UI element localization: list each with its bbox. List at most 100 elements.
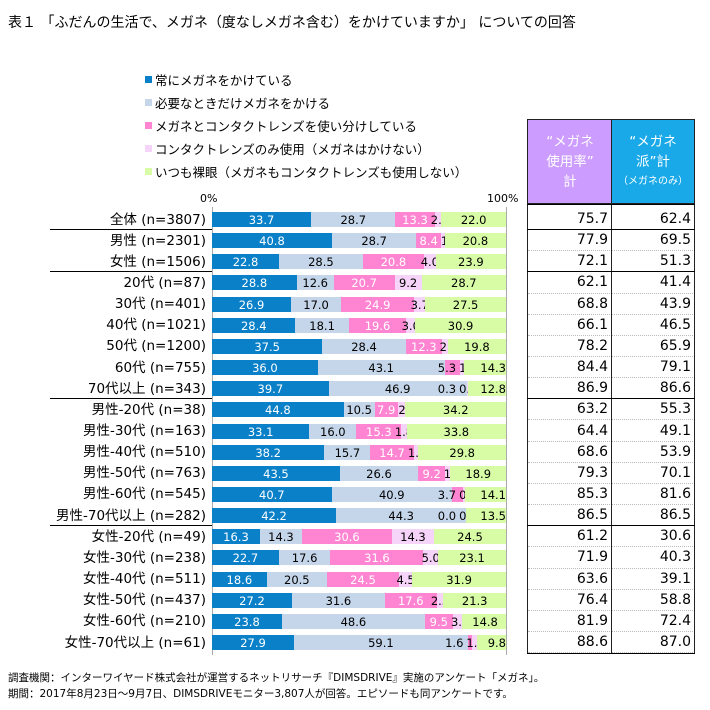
cell-usage-total: 76.4 [528, 590, 612, 611]
bar-segment [394, 275, 422, 291]
bar-value-label: 48.6 [340, 614, 367, 629]
cell-usage-total: 71.9 [528, 547, 612, 569]
bar-value-label: 10.5 [346, 403, 372, 418]
row-label: 70代以上 (n=343) [87, 380, 206, 397]
bar-value-label: 15.7 [334, 445, 361, 460]
bar-segment [433, 529, 506, 545]
cell-usage-total: 86.9 [528, 378, 612, 400]
bar-segment [295, 317, 349, 333]
bar-segment [291, 592, 385, 608]
row-label: 全体 (n=3807) [109, 211, 206, 228]
cell-usage-total: 66.1 [528, 315, 612, 336]
row-label: 男性-40代 (n=510) [82, 444, 206, 461]
bar-segment [330, 550, 424, 566]
group-separator [50, 271, 212, 273]
bar-segment [317, 360, 445, 376]
bar-segment [212, 233, 332, 249]
bar-segment [421, 275, 506, 291]
bar-value-label: 24.5 [350, 572, 376, 587]
bar-segment [418, 465, 446, 481]
bar-segment [405, 402, 506, 418]
axis-line-100 [506, 207, 507, 655]
bar-value-label: 3.7 [437, 487, 457, 502]
bar-value-label: 18.6 [226, 572, 253, 587]
header-usage-total-line: 使用率” [546, 153, 594, 170]
cell-glasses-only: 46.5 [612, 315, 695, 336]
bar-value-label: 20.7 [351, 276, 377, 291]
bar-value-label: 16.3 [223, 530, 249, 545]
bar-segment [331, 233, 417, 249]
bar-segment [413, 444, 419, 460]
bar-segment [212, 444, 325, 460]
cell-glasses-only: 40.3 [612, 547, 695, 569]
bar-value-label: 40.9 [378, 487, 405, 502]
bar-segment [212, 423, 310, 439]
bar-value-label: 26.6 [366, 466, 392, 481]
bar-segment [324, 444, 371, 460]
bar-segment [441, 233, 445, 249]
bar-value-label: 59.1 [368, 636, 394, 650]
cell-glasses-only: 58.8 [612, 590, 695, 611]
bar-segment [291, 296, 342, 312]
bar-segment [415, 317, 506, 333]
bar-value-label: 26.9 [238, 297, 265, 312]
header-glasses-only-line: 派”計 [636, 153, 670, 170]
bar-segment [301, 529, 392, 545]
bar-segment [212, 635, 295, 650]
bar-segment [467, 381, 469, 397]
bar-value-label: 14.8 [472, 614, 498, 629]
bar-value-label: 20.8 [380, 255, 407, 270]
bar-segment [398, 571, 413, 587]
bar-value-label: 33.7 [248, 213, 275, 227]
bar-value-label: 17.6 [291, 551, 318, 566]
bar-segment [462, 613, 506, 629]
bar-segment [331, 486, 452, 502]
footer-period: 期間：2017年8月23日～9月7日、DIMSDRIVEモニター3,807人が回… [8, 688, 513, 700]
cell-glasses-only: 70.1 [612, 463, 695, 484]
legend-item: メガネとコンタクトレンズを使い分けしている [145, 114, 467, 137]
bar-value-label: 28.7 [340, 213, 367, 227]
legend-label: 常にメガネをかけている [155, 73, 293, 88]
bar-value-label: 38.2 [255, 445, 281, 460]
bar-value-label: 36.0 [252, 361, 278, 376]
bar-segment [333, 275, 395, 291]
bar-segment [445, 465, 451, 481]
bar-value-label: 17.6 [397, 593, 424, 608]
group-separator [50, 398, 212, 400]
table-border [527, 204, 528, 654]
bar-segment [212, 508, 337, 524]
footer-source: 調査機関：インターワイヤード株式会社が運営するネットリサーチ『DIMSDRIVE… [8, 672, 545, 684]
bar-value-label: 28.8 [241, 276, 268, 291]
bar-segment [406, 317, 416, 333]
bar-value-label: 4.5 [396, 572, 415, 587]
bar-segment [296, 275, 334, 291]
row-label: 40代 (n=1021) [106, 317, 206, 334]
bar-segment [212, 296, 292, 312]
legend-swatch [145, 99, 152, 106]
bar-segment [384, 592, 437, 608]
bar-segment [434, 212, 442, 227]
bar-segment [212, 381, 329, 397]
header-glasses-only-sub: （メガネのみ） [618, 175, 688, 187]
bar-segment [447, 338, 506, 354]
row-label: 男性-70代以上 (n=282) [55, 507, 206, 524]
footer: 調査機関：インターワイヤード株式会社が運営するネットリサーチ『DIMSDRIVE… [8, 670, 544, 702]
bar-value-label: 21.3 [461, 593, 488, 608]
bar-segment [212, 360, 318, 376]
bar-value-label: 19.8 [464, 339, 490, 354]
bar-value-label: 13.3 [402, 213, 428, 227]
bar-value-label: 46.9 [384, 382, 411, 397]
bar-segment [401, 423, 407, 439]
bar-value-label: 9.5 [429, 614, 448, 629]
group-separator [527, 229, 695, 231]
bar-segment [423, 254, 436, 270]
bar-segment [374, 402, 398, 418]
axis-max-label: 100% [487, 192, 519, 205]
legend-swatch [145, 145, 152, 152]
bar-segment [341, 296, 415, 312]
row-label: 男性 (n=2301) [109, 232, 206, 249]
row-label: 男性-60代 (n=545) [82, 486, 206, 503]
bar-value-label: 27.2 [239, 593, 265, 608]
bar-segment [464, 486, 506, 502]
bar-value-label: 9.2 [422, 466, 441, 481]
